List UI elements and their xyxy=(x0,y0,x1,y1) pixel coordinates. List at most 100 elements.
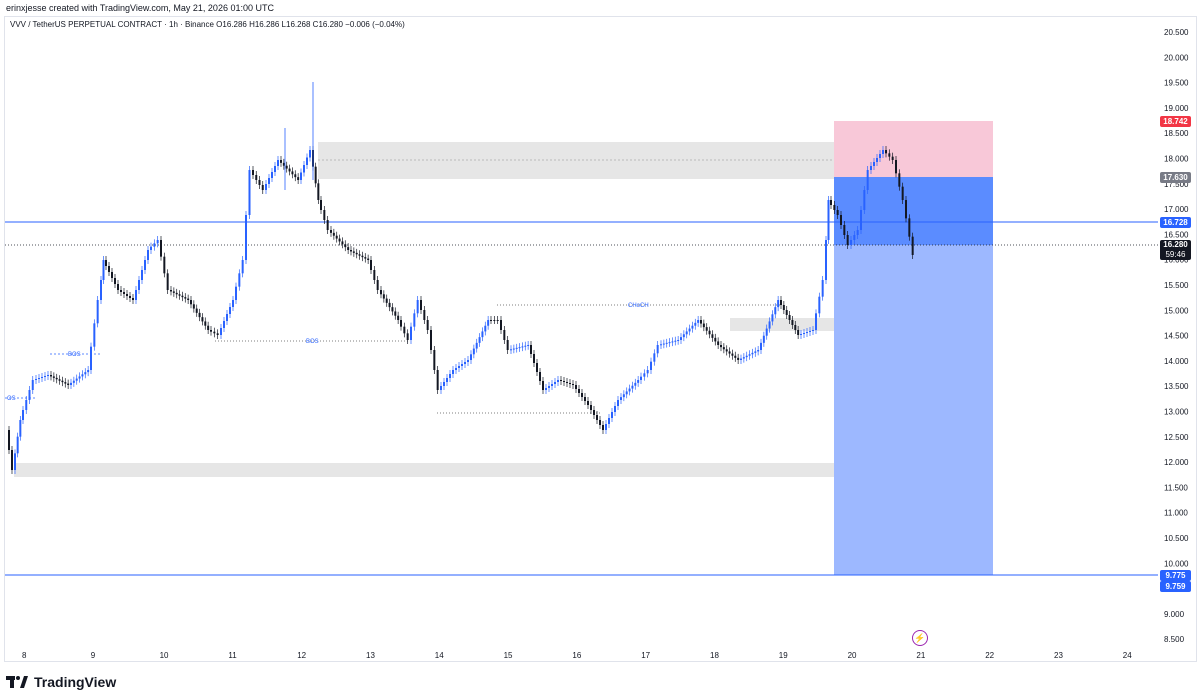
candle-body xyxy=(19,420,22,437)
symbol-title[interactable]: VVV / TetherUS PERPETUAL CONTRACT · 1h ·… xyxy=(10,20,214,29)
candle-body xyxy=(777,300,780,308)
candle-body xyxy=(876,158,878,162)
time-axis-label: 24 xyxy=(1123,651,1132,660)
candle-body xyxy=(745,355,748,358)
candle-body xyxy=(93,323,96,347)
candle-body xyxy=(879,154,881,158)
candle-body xyxy=(788,315,791,320)
candle-body xyxy=(812,330,814,331)
candle-body xyxy=(430,330,432,350)
candle-body xyxy=(105,260,107,266)
candle-body xyxy=(172,291,175,293)
candle-body xyxy=(617,400,619,406)
candle-body xyxy=(714,337,717,342)
candle-body xyxy=(512,348,515,350)
candle-body xyxy=(406,333,409,340)
candle-body xyxy=(717,341,720,345)
candle-body xyxy=(680,337,682,340)
stop-loss-zone[interactable] xyxy=(834,121,993,177)
profit-zone[interactable] xyxy=(834,245,993,575)
candle-body xyxy=(524,345,527,347)
last-price-tag: 16.280 59:46 xyxy=(1160,240,1191,260)
price-axis-label: 17.000 xyxy=(1164,205,1189,214)
candle-countdown: 59:46 xyxy=(1165,250,1186,259)
time-axis-label: 14 xyxy=(435,651,444,660)
candle-body xyxy=(455,368,457,370)
candle-body xyxy=(530,345,532,354)
candle-body xyxy=(201,317,204,322)
candle-body xyxy=(420,300,422,310)
candle-body xyxy=(198,312,201,318)
candle-body xyxy=(156,240,159,244)
candle-body xyxy=(403,326,406,334)
candle-body xyxy=(599,420,601,425)
candle-body xyxy=(665,342,668,344)
candle-body xyxy=(548,386,550,388)
candle-body xyxy=(8,430,10,450)
candle-body xyxy=(147,250,149,260)
candle-body xyxy=(762,335,765,343)
candle-body xyxy=(44,376,46,377)
candle-body xyxy=(306,157,308,165)
candle-body xyxy=(382,294,385,299)
choch-label: CHoCH xyxy=(628,303,649,309)
candle-body xyxy=(631,385,634,389)
chart-frame xyxy=(4,16,1197,662)
candle-body xyxy=(300,172,302,180)
candle-body xyxy=(551,384,553,386)
order-block-zone xyxy=(730,318,834,331)
candle-body xyxy=(75,378,78,381)
time-axis[interactable]: 8 9 10 11 12 13 14 15 16 17 18 19 20 21 22 23 24 xyxy=(22,651,1132,660)
candle-body xyxy=(436,370,439,390)
candle-body xyxy=(28,390,31,400)
candle-body xyxy=(38,378,40,379)
candle-body xyxy=(856,230,859,235)
candle-body xyxy=(757,350,760,352)
candle-body xyxy=(380,290,382,295)
candle-body xyxy=(271,172,273,178)
candle-body xyxy=(232,300,234,307)
price-axis-label: 18.000 xyxy=(1164,155,1189,164)
ohlc-values: O16.286 H16.286 L16.268 C16.280 −0.006 (… xyxy=(216,20,405,29)
candle-body xyxy=(461,364,463,366)
candle-body xyxy=(330,230,332,233)
candle-body xyxy=(797,330,800,335)
lightning-icon[interactable]: ⚡ xyxy=(912,630,928,646)
candle-body xyxy=(490,320,492,321)
candle-body xyxy=(545,388,547,390)
candle-body xyxy=(821,280,824,297)
time-axis-label: 16 xyxy=(572,651,581,660)
candle-body xyxy=(258,180,261,185)
candle-body xyxy=(394,311,397,316)
candle-body xyxy=(771,314,774,322)
candle-body xyxy=(470,354,472,360)
time-axis-label: 18 xyxy=(710,651,719,660)
tradingview-branding[interactable]: TradingView xyxy=(6,674,116,690)
candle-body xyxy=(252,170,254,175)
price-axis-label: 8.500 xyxy=(1164,635,1185,644)
candle-body xyxy=(70,382,72,385)
candle-body xyxy=(620,397,622,400)
candle-body xyxy=(780,300,782,305)
candle-body xyxy=(720,345,722,348)
bos-label-2: BOS xyxy=(306,339,319,345)
candle-body xyxy=(563,381,565,382)
candle-body xyxy=(593,410,595,415)
candle-body xyxy=(385,298,388,303)
candle-body xyxy=(320,200,322,210)
candle-body xyxy=(391,307,394,312)
candle-body xyxy=(376,280,379,290)
candlestick-series xyxy=(8,82,914,474)
candle-body xyxy=(774,307,777,315)
candle-body xyxy=(388,302,391,308)
candle-body xyxy=(58,379,61,381)
candle-body xyxy=(506,340,509,350)
candle-body xyxy=(274,166,276,172)
candle-body xyxy=(282,162,285,166)
candle-body xyxy=(449,374,451,378)
candle-body xyxy=(332,232,335,236)
candle-body xyxy=(163,256,166,274)
symbol-legend: VVV / TetherUS PERPETUAL CONTRACT · 1h ·… xyxy=(10,20,405,29)
time-axis-label: 17 xyxy=(641,651,650,660)
